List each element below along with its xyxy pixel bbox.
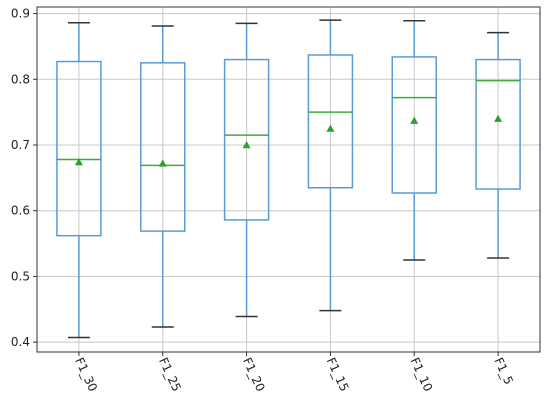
y-axis-ticks: 0.4 0.5 0.6 0.7 0.8 0.9 xyxy=(11,7,37,349)
y-tick-label: 0.9 xyxy=(11,7,30,21)
axes xyxy=(36,6,541,353)
mean-marker xyxy=(158,159,167,167)
y-tick-label: 0.4 xyxy=(11,335,30,349)
box-f1-25 xyxy=(140,25,186,328)
iqr-box xyxy=(56,60,102,237)
box-f1-20 xyxy=(223,22,270,318)
iqr-box xyxy=(475,58,521,190)
y-tick-label: 0.6 xyxy=(11,204,30,218)
y-tick-label: 0.7 xyxy=(11,138,30,152)
iqr-box xyxy=(223,58,270,221)
mean-marker xyxy=(326,124,335,132)
y-tick-label: 0.8 xyxy=(11,72,30,86)
mean-marker xyxy=(242,141,251,149)
box-f1-5 xyxy=(475,31,521,259)
box-f1-30 xyxy=(56,22,102,339)
box-f1-15 xyxy=(307,19,354,312)
mean-marker xyxy=(74,158,83,166)
iqr-box xyxy=(391,56,437,194)
mean-marker xyxy=(410,116,419,124)
iqr-box xyxy=(307,54,354,189)
box-f1-10 xyxy=(391,20,437,261)
boxes xyxy=(56,19,521,339)
mean-marker xyxy=(494,114,503,122)
iqr-box xyxy=(140,62,186,232)
y-tick-label: 0.5 xyxy=(11,269,30,283)
plot-frame xyxy=(36,6,541,353)
